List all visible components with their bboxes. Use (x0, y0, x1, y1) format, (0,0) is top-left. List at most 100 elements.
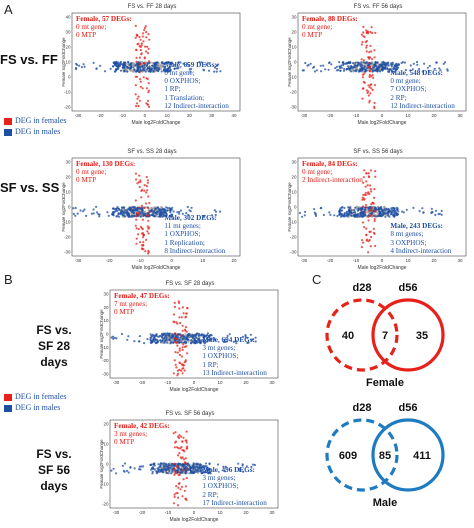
data-point (372, 214, 375, 218)
data-point (185, 430, 188, 433)
x-tick-label: -20 (106, 258, 113, 263)
data-point (148, 38, 151, 41)
data-point (139, 45, 142, 49)
data-point (361, 221, 365, 224)
data-point (207, 335, 210, 338)
female-deg-annotation: Female, 130 DEGs: 0 mt gene; 0 MTP (76, 160, 135, 185)
data-point (238, 467, 241, 470)
data-point (74, 206, 77, 210)
plot-title: FS vs. FF 56 days (353, 4, 403, 10)
row-label-fs-sf-56: FS vs. SF 56 days (36, 447, 72, 493)
data-point (182, 436, 185, 439)
data-point (415, 60, 419, 64)
data-point (161, 61, 164, 64)
plot-frame (71, 157, 241, 257)
data-point (146, 230, 149, 233)
data-point (365, 172, 368, 175)
data-point (228, 333, 231, 336)
data-point (128, 215, 131, 218)
data-point (192, 463, 195, 466)
data-point (373, 56, 376, 59)
y-tick-label: 20 (65, 45, 71, 50)
data-point (160, 336, 163, 339)
data-point (140, 204, 143, 207)
data-point (197, 334, 200, 337)
data-point (373, 106, 376, 110)
data-point (205, 63, 208, 66)
data-point (204, 465, 207, 468)
data-point (234, 339, 237, 342)
data-point (135, 211, 138, 215)
data-point (195, 470, 198, 473)
data-point (149, 463, 152, 466)
data-point (174, 472, 177, 475)
data-point (370, 190, 373, 193)
data-point (363, 61, 366, 64)
female-deg-line: 2 Indirect-interaction (302, 176, 363, 185)
data-point (184, 469, 187, 472)
data-point (177, 300, 180, 303)
data-point (139, 85, 142, 88)
data-point (135, 56, 138, 60)
data-point (205, 469, 208, 472)
data-point (190, 67, 193, 70)
data-point (150, 207, 153, 210)
data-point (172, 341, 175, 344)
male-deg-line: 1 Translation; (164, 93, 205, 102)
data-point (383, 212, 386, 215)
data-point (426, 66, 429, 69)
data-point (173, 67, 176, 70)
data-point (143, 342, 146, 345)
data-point (129, 466, 132, 469)
data-point (198, 340, 201, 343)
data-point (176, 369, 179, 372)
male-deg-line: 2 RP; (390, 93, 407, 102)
data-point (176, 446, 179, 449)
data-point (195, 336, 198, 339)
data-point (213, 209, 216, 212)
data-point (196, 341, 199, 344)
data-point (184, 472, 187, 475)
data-point (147, 232, 150, 235)
x-tick-label: 10 (405, 113, 411, 118)
data-point (360, 58, 363, 61)
data-point (178, 307, 181, 310)
data-point (361, 97, 364, 100)
data-point (369, 188, 372, 191)
data-point (196, 466, 199, 469)
x-tick-label: -30 (113, 380, 120, 385)
data-point (189, 70, 192, 73)
data-point (157, 463, 160, 466)
data-point (333, 214, 336, 217)
data-point (165, 334, 168, 337)
data-point (173, 301, 176, 304)
data-point (182, 364, 185, 367)
data-point (83, 65, 86, 68)
y-tick-label: -20 (64, 105, 71, 110)
data-point (395, 206, 398, 209)
y-tick-label: -20 (64, 235, 71, 240)
plot-frame (297, 12, 467, 112)
data-point (387, 70, 390, 73)
data-point (345, 68, 348, 71)
y-tick-label: 30 (291, 160, 297, 165)
x-tick-label: -20 (139, 510, 146, 515)
data-point (75, 62, 78, 65)
data-point (138, 340, 141, 343)
data-point (185, 477, 188, 480)
data-point (141, 65, 144, 68)
y-tick-label: 0 (106, 332, 109, 337)
data-point (178, 353, 181, 357)
data-point (427, 69, 430, 72)
data-point (133, 70, 136, 73)
data-point (155, 211, 158, 214)
data-point (134, 199, 137, 202)
data-point (176, 491, 179, 495)
data-point (364, 68, 367, 71)
data-point (139, 179, 142, 182)
female-deg-heading: Female, 130 DEGs: (76, 160, 136, 168)
data-point (146, 45, 149, 48)
plot-canvas: -30 -20 -10 0 10 20 30 20 10 0 -10 -20 -30 Male log2F… (62, 157, 241, 271)
data-point (95, 205, 98, 208)
data-point (423, 62, 426, 65)
